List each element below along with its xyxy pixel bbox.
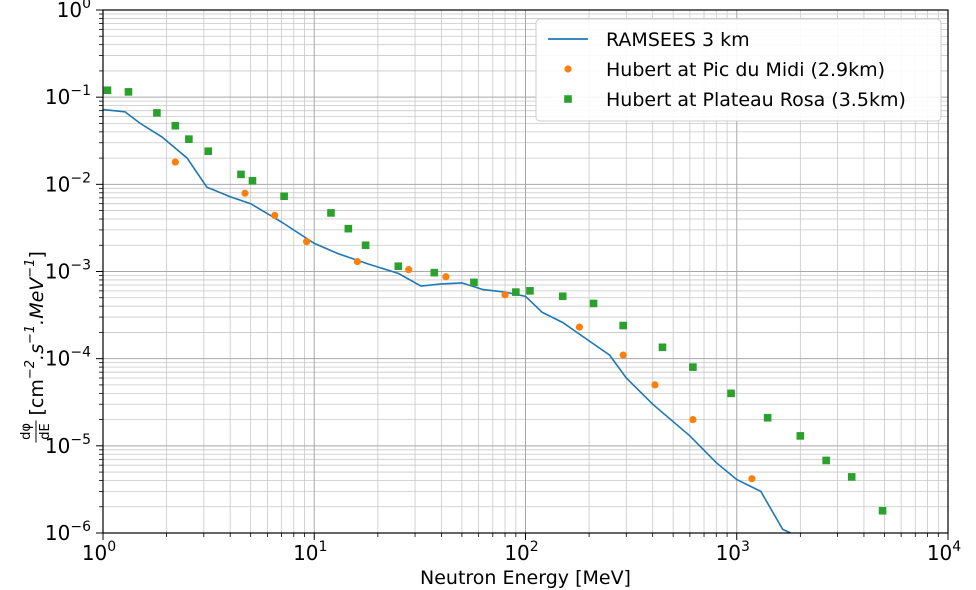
point-plateau-rosa (658, 343, 667, 352)
y-tick-label: 10−5 (45, 432, 91, 458)
point-plateau-rosa (526, 287, 534, 295)
legend-circle-swatch (564, 65, 572, 73)
point-pic-du-midi (748, 475, 756, 483)
y-tick-label: 10−2 (45, 170, 91, 196)
point-plateau-rosa (822, 456, 830, 465)
point-pic-du-midi (651, 381, 659, 389)
point-plateau-rosa (248, 176, 257, 185)
point-plateau-rosa (430, 268, 439, 277)
point-plateau-rosa (280, 192, 288, 201)
point-plateau-rosa (589, 299, 598, 308)
point-plateau-rosa (727, 389, 735, 398)
legend-entry: Hubert at Pic du Midi (2.9km) (564, 59, 885, 81)
y-tick-label: 100 (57, 0, 91, 22)
y-tick-label: 10−3 (45, 258, 91, 284)
legend-label: RAMSEES 3 km (606, 29, 750, 51)
legend-square-swatch (564, 95, 572, 103)
axis-ticks (96, 9, 949, 540)
legend: RAMSEES 3 km Hubert at Pic du Midi (2.9km… (535, 18, 942, 122)
x-tick-label: 102 (504, 539, 538, 565)
x-tick-label: 103 (716, 539, 750, 565)
point-plateau-rosa (171, 121, 180, 130)
point-plateau-rosa (619, 321, 627, 330)
scatter-series-layer (103, 86, 887, 515)
point-plateau-rosa (394, 262, 403, 271)
point-plateau-rosa (327, 209, 335, 217)
x-tick-labels: 100 101 102 103 104 (82, 539, 961, 565)
legend-entry: Hubert at Plateau Rosa (3.5km) (564, 89, 906, 111)
line-series-layer (103, 108, 792, 533)
point-pic-du-midi (171, 158, 179, 166)
legend-box (535, 18, 942, 122)
point-plateau-rosa (237, 170, 245, 179)
point-plateau-rosa (689, 363, 697, 371)
series-line-ramsees (103, 108, 792, 533)
point-plateau-rosa (185, 135, 193, 143)
legend-entry: RAMSEES 3 km (548, 29, 750, 51)
point-pic-du-midi (303, 238, 311, 246)
y-tick-label: 10−6 (45, 519, 91, 545)
point-pic-du-midi (442, 273, 450, 281)
legend-label: Hubert at Plateau Rosa (3.5km) (606, 89, 906, 111)
point-pic-du-midi (405, 266, 413, 274)
point-pic-du-midi (241, 189, 249, 197)
point-plateau-rosa (344, 224, 353, 233)
y-axis-title-units: [cm−2.s−1.MeV−1] (23, 251, 48, 415)
point-plateau-rosa (124, 88, 133, 96)
point-plateau-rosa (878, 506, 887, 515)
y-tick-label: 10−4 (45, 345, 91, 371)
x-axis-title: Neutron Energy [MeV] (420, 567, 631, 589)
legend-label: Hubert at Pic du Midi (2.9km) (606, 59, 885, 81)
y-axis-title-numerator: dφ (19, 423, 34, 440)
point-plateau-rosa (361, 241, 370, 250)
point-plateau-rosa (796, 432, 805, 440)
y-tick-label: 10−1 (45, 83, 91, 109)
point-pic-du-midi (353, 257, 361, 266)
x-tick-label: 100 (82, 539, 116, 565)
point-pic-du-midi (619, 351, 627, 359)
y-axis-title-denominator: dE (38, 423, 53, 439)
point-plateau-rosa (763, 413, 772, 422)
point-plateau-rosa (512, 288, 520, 296)
point-plateau-rosa (470, 278, 478, 287)
point-pic-du-midi (689, 415, 697, 424)
point-plateau-rosa (204, 147, 213, 155)
x-tick-label: 104 (927, 539, 961, 565)
y-tick-labels: 100 10−1 10−2 10−3 10−4 10−5 10−6 (45, 0, 91, 545)
point-plateau-rosa (558, 292, 567, 301)
point-pic-du-midi (271, 211, 279, 220)
point-pic-du-midi (501, 291, 509, 299)
point-plateau-rosa (103, 86, 112, 95)
x-tick-label: 101 (293, 539, 327, 565)
point-plateau-rosa (847, 473, 856, 481)
point-pic-du-midi (575, 323, 584, 331)
point-plateau-rosa (153, 109, 161, 117)
y-axis-title: dφ dE [cm−2.s−1.MeV−1] (19, 251, 53, 443)
